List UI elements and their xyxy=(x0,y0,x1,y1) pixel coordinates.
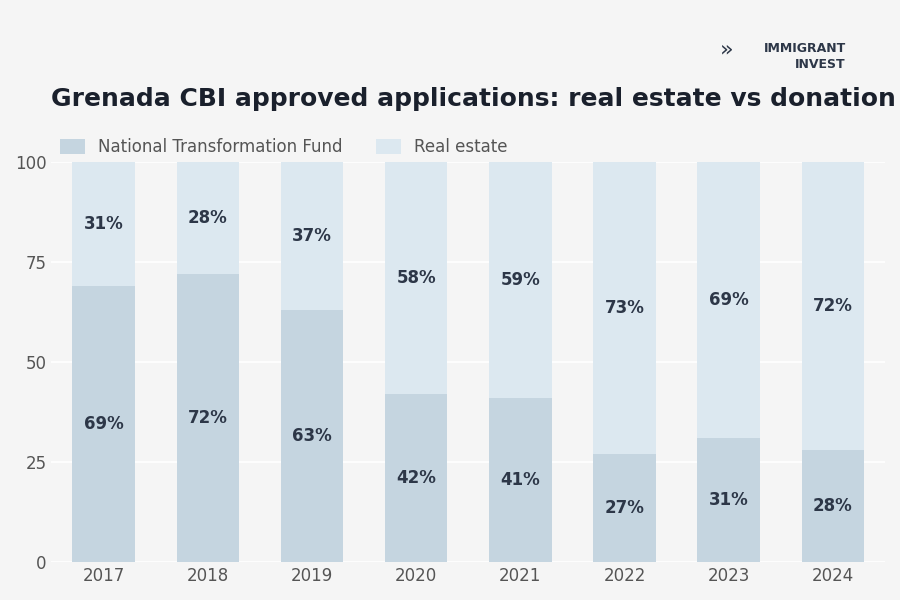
Text: 63%: 63% xyxy=(292,427,332,445)
Text: 69%: 69% xyxy=(84,415,123,433)
Bar xyxy=(385,394,447,562)
Bar xyxy=(72,286,135,562)
Text: 42%: 42% xyxy=(396,469,436,487)
Bar xyxy=(698,438,760,562)
Text: 28%: 28% xyxy=(188,209,228,227)
Text: Grenada CBI approved applications: real estate vs donation: Grenada CBI approved applications: real … xyxy=(51,87,896,111)
Bar xyxy=(698,161,760,438)
Text: 28%: 28% xyxy=(813,497,853,515)
Bar xyxy=(281,310,343,562)
Bar xyxy=(489,161,552,398)
Bar xyxy=(176,274,239,562)
Bar xyxy=(593,454,656,562)
Bar xyxy=(176,161,239,274)
Text: 73%: 73% xyxy=(605,299,644,317)
Text: 41%: 41% xyxy=(500,471,540,489)
Text: 69%: 69% xyxy=(709,291,749,309)
Text: 37%: 37% xyxy=(292,227,332,245)
Bar xyxy=(489,398,552,562)
Bar xyxy=(72,161,135,286)
Text: 31%: 31% xyxy=(84,215,123,233)
Text: 58%: 58% xyxy=(396,269,436,287)
Text: 59%: 59% xyxy=(500,271,540,289)
Text: 31%: 31% xyxy=(709,491,749,509)
Text: 27%: 27% xyxy=(605,499,644,517)
Bar xyxy=(802,450,864,562)
Text: 72%: 72% xyxy=(813,297,853,315)
Bar xyxy=(802,161,864,450)
Bar xyxy=(281,161,343,310)
Text: 72%: 72% xyxy=(188,409,228,427)
Text: »: » xyxy=(720,39,733,59)
Bar xyxy=(385,161,447,394)
Text: IMMIGRANT
INVEST: IMMIGRANT INVEST xyxy=(764,42,846,71)
Legend: National Transformation Fund, Real estate: National Transformation Fund, Real estat… xyxy=(59,138,508,156)
Bar xyxy=(593,161,656,454)
